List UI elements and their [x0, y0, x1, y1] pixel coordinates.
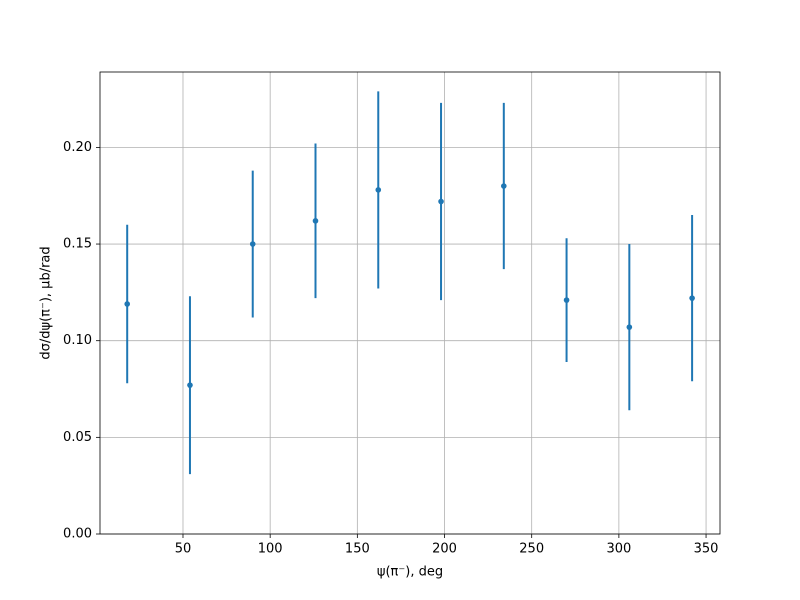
x-tick-label: 300 [606, 542, 631, 557]
y-tick-label: 0.10 [63, 333, 92, 348]
y-tick-label: 0.00 [63, 527, 92, 542]
data-point [501, 183, 507, 189]
x-axis-label: ψ(π⁻), deg [377, 565, 443, 580]
y-tick-label: 0.15 [63, 237, 92, 252]
data-point [626, 324, 633, 330]
data-point [249, 241, 256, 247]
data-point [312, 218, 319, 224]
x-tick-label: 350 [694, 542, 719, 557]
x-tick-label: 50 [175, 542, 192, 557]
y-axis-label: dσ/dψ(π⁻), μb/rad [39, 246, 54, 359]
data-point [124, 301, 130, 307]
data-point [375, 187, 382, 193]
x-tick-label: 200 [432, 542, 457, 557]
plot-frame [99, 71, 721, 535]
x-tick-label: 100 [258, 542, 283, 557]
data-point [438, 198, 444, 205]
data-point [187, 382, 193, 388]
data-point [563, 297, 570, 303]
data-point [689, 295, 695, 301]
y-tick-label: 0.05 [63, 430, 92, 445]
x-tick-label: 250 [519, 542, 544, 557]
x-tick-label: 150 [345, 542, 370, 557]
y-tick-label: 0.20 [63, 140, 92, 155]
